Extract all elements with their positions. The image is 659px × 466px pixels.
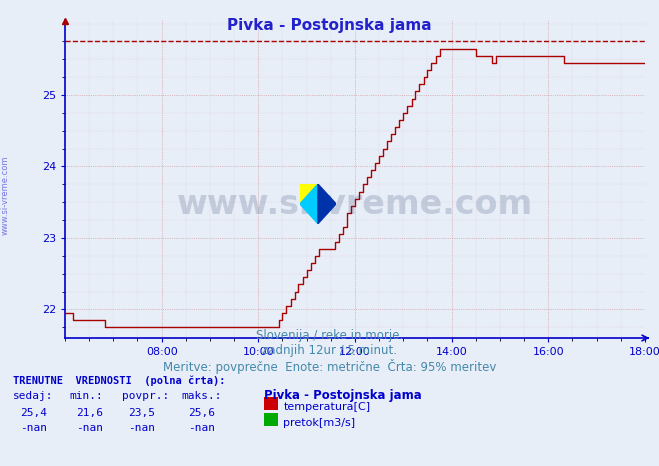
Text: -nan: -nan	[129, 423, 156, 433]
Text: www.si-vreme.com: www.si-vreme.com	[177, 188, 533, 221]
Text: zadnjih 12ur / 5 minut.: zadnjih 12ur / 5 minut.	[262, 344, 397, 357]
Text: www.si-vreme.com: www.si-vreme.com	[1, 156, 10, 235]
Text: 23,5: 23,5	[129, 408, 156, 418]
Text: min.:: min.:	[69, 391, 103, 401]
Text: -nan: -nan	[20, 423, 47, 433]
Polygon shape	[300, 184, 318, 224]
Text: Pivka - Postojnska jama: Pivka - Postojnska jama	[264, 389, 421, 402]
Text: TRENUTNE  VREDNOSTI  (polna črta):: TRENUTNE VREDNOSTI (polna črta):	[13, 375, 225, 386]
Polygon shape	[300, 184, 318, 204]
Text: Pivka - Postojnska jama: Pivka - Postojnska jama	[227, 18, 432, 33]
Text: Slovenija / reke in morje.: Slovenija / reke in morje.	[256, 329, 403, 342]
Text: 25,6: 25,6	[188, 408, 215, 418]
Polygon shape	[318, 184, 336, 224]
Text: 25,4: 25,4	[20, 408, 47, 418]
Text: Meritve: povprečne  Enote: metrične  Črta: 95% meritev: Meritve: povprečne Enote: metrične Črta:…	[163, 359, 496, 374]
Text: -nan: -nan	[188, 423, 215, 433]
Text: povpr.:: povpr.:	[122, 391, 169, 401]
Text: pretok[m3/s]: pretok[m3/s]	[283, 418, 355, 427]
Text: sedaj:: sedaj:	[13, 391, 53, 401]
Text: temperatura[C]: temperatura[C]	[283, 402, 370, 411]
Text: -nan: -nan	[76, 423, 103, 433]
Text: maks.:: maks.:	[181, 391, 221, 401]
Text: 21,6: 21,6	[76, 408, 103, 418]
